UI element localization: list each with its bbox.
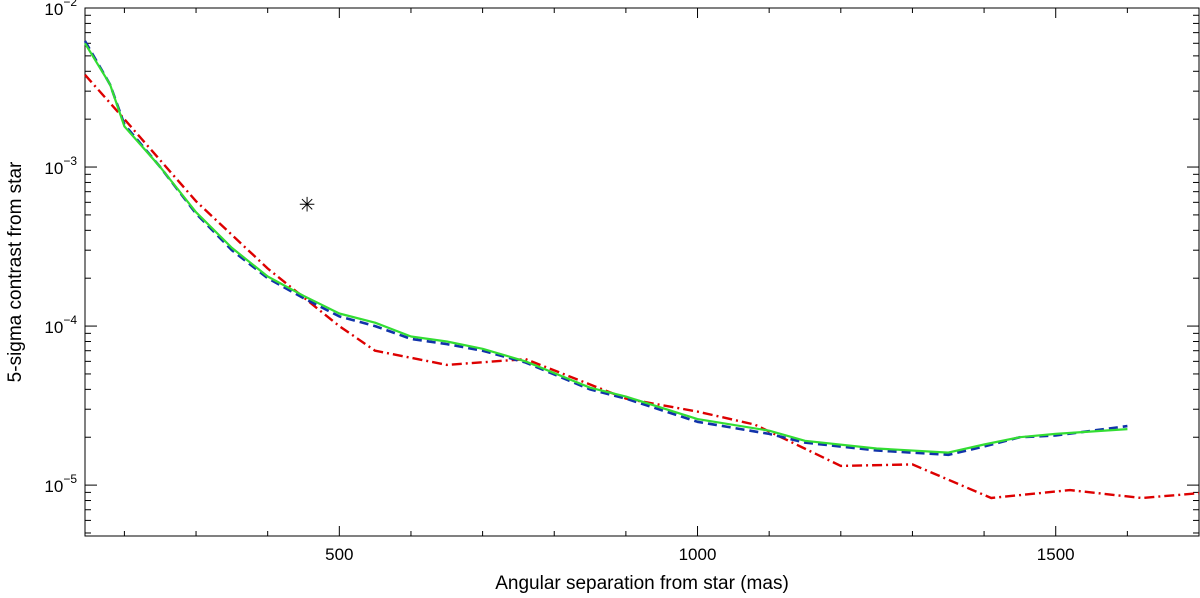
series-green-solid <box>84 42 1128 454</box>
x-tick-label: 1000 <box>679 545 717 564</box>
y-tick-exponent: −3 <box>63 154 77 168</box>
y-tick-label: 10−2 <box>44 0 77 19</box>
y-tick-labels: 10−510−410−310−2 <box>44 0 77 496</box>
y-tick-exponent: −2 <box>63 0 77 9</box>
y-tick-base: 10 <box>44 159 63 178</box>
y-tick-label: 10−4 <box>44 313 77 337</box>
x-tick-labels: 500 1000 1500 <box>325 545 1075 564</box>
y-tick-exponent: −4 <box>63 313 77 327</box>
y-axis-label: 5-sigma contrast from star <box>5 161 26 382</box>
x-tick-label: 1500 <box>1037 545 1075 564</box>
y-tick-base: 10 <box>44 318 63 337</box>
asterisk-marker: ✳ <box>299 195 316 217</box>
x-tick-label: 500 <box>325 545 353 564</box>
plot-frame <box>84 7 1200 537</box>
y-tick-label: 10−5 <box>44 472 77 496</box>
y-tick-exponent: −5 <box>63 472 77 486</box>
axis-ticks <box>85 7 1200 536</box>
y-tick-base: 10 <box>44 477 63 496</box>
series-blue-dashed <box>83 40 1128 457</box>
series-red-dashdot <box>84 74 1200 500</box>
x-axis-label: Angular separation from star (mas) <box>495 573 789 594</box>
y-tick-label: 10−3 <box>44 154 77 178</box>
series-lines <box>83 40 1200 500</box>
data-markers: ✳ <box>299 195 316 217</box>
y-tick-base: 10 <box>44 0 63 19</box>
